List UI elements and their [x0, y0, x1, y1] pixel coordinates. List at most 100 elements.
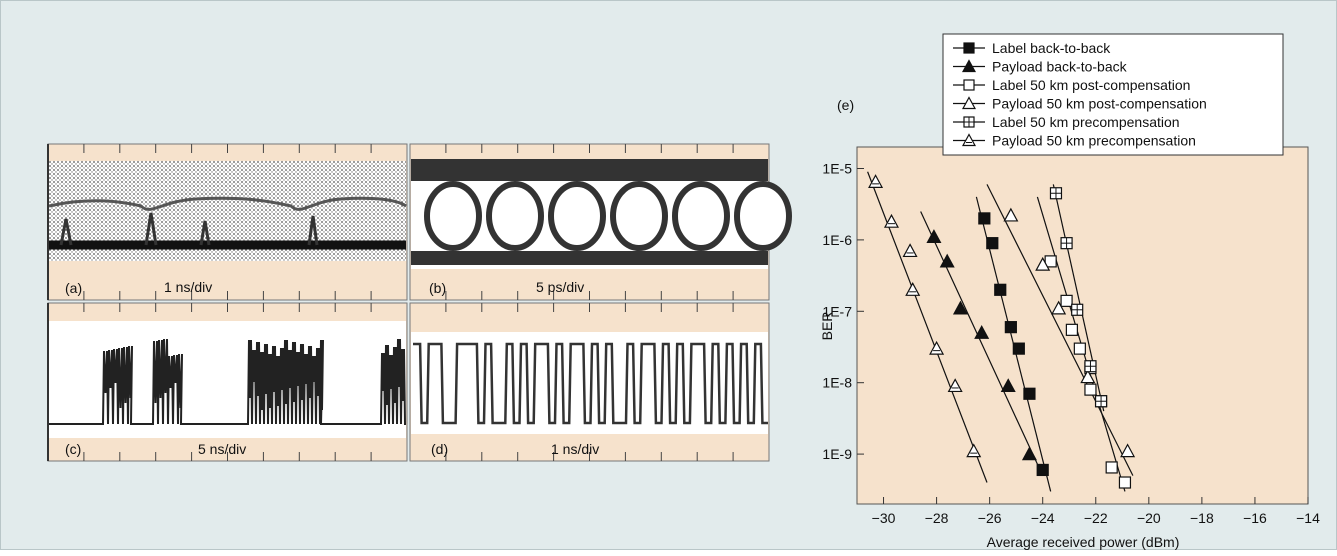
data-point	[939, 253, 955, 268]
x-tick-label: −28	[925, 510, 949, 526]
panel-c-waveform: (c) 5 ns/div	[47, 302, 408, 462]
data-point	[1080, 369, 1096, 384]
data-point	[1118, 476, 1132, 489]
data-point	[1021, 446, 1037, 461]
panel-e-ber-chart: (e) −30 −28 −26 −24 −22 −20 −18 −16 −14 1E-5 1E-6 1…	[819, 33, 1320, 550]
panel-a-eye-diagram: (a) 1 ns/div	[47, 143, 408, 301]
legend: Label back-to-back Payload back-to-back La…	[942, 33, 1284, 156]
panel-a-upper-trace	[48, 196, 407, 211]
panel-d-waveform: (d) 1 ns/div	[409, 302, 770, 462]
panel-c-letter: (c)	[65, 441, 81, 457]
legend-box	[942, 33, 1284, 156]
legend-entry: Label 50 km precompensation	[953, 114, 1180, 130]
x-tick-label: −24	[1031, 510, 1055, 526]
data-point	[1073, 342, 1086, 355]
x-tick-label: −18	[1190, 510, 1214, 526]
data-point	[1004, 321, 1017, 334]
y-tick-label: 1E-6	[822, 232, 852, 248]
data-point	[1094, 395, 1108, 408]
data-point	[1060, 237, 1073, 250]
panel-b-eye-openings	[424, 181, 792, 251]
legend-label: Label back-to-back	[992, 40, 1111, 56]
legend-entry: Payload back-to-back	[953, 59, 1128, 75]
legend-marker	[961, 96, 977, 110]
data-point	[902, 243, 918, 258]
legend-label: Payload 50 km precompensation	[992, 133, 1196, 149]
legend-label: Payload back-to-back	[992, 59, 1128, 75]
data-point	[1065, 323, 1078, 336]
x-tick-label: −20	[1137, 510, 1161, 526]
panel-b-eye-diagram: (b) 5 ps/div	[409, 143, 792, 301]
panel-a-graticule	[83, 144, 372, 300]
axes: −30 −28 −26 −24 −22 −20 −18 −16 −14 1E-5 1E-6 1E-7 1…	[822, 160, 1320, 526]
legend-entry: Payload 50 km post-compensation	[953, 96, 1207, 112]
legend-entry: Payload 50 km precompensation	[953, 133, 1196, 149]
data-point	[1120, 443, 1136, 458]
data-point	[1003, 207, 1019, 222]
legend-marker	[961, 133, 977, 147]
x-tick-label: −22	[1084, 510, 1108, 526]
data-point	[905, 282, 921, 296]
panel-a-letter: (a)	[65, 280, 82, 296]
data-point	[994, 283, 1007, 296]
data-point	[1012, 342, 1025, 355]
data-point	[986, 237, 999, 250]
data-point	[974, 325, 990, 339]
data-point	[1044, 255, 1057, 268]
legend-marker	[963, 42, 975, 54]
panel-b-top-rail	[411, 159, 768, 181]
data-point	[966, 443, 982, 458]
legend-label: Payload 50 km post-compensation	[992, 96, 1207, 112]
data-point	[978, 212, 991, 225]
data-point	[868, 174, 884, 188]
panel-c-scale: 5 ns/div	[198, 441, 246, 457]
panel-b-bottom-rail	[411, 251, 768, 265]
data-markers	[868, 174, 1136, 489]
x-tick-label: −14	[1296, 510, 1320, 526]
legend-marker	[961, 59, 977, 73]
panel-b-scale: 5 ps/div	[536, 279, 584, 295]
data-point	[1105, 461, 1118, 474]
data-point	[1023, 387, 1036, 400]
x-tick-label: −16	[1243, 510, 1267, 526]
data-point	[1084, 383, 1097, 396]
x-tick-label: −26	[978, 510, 1002, 526]
fit-line	[986, 184, 1134, 476]
legend-marker	[963, 116, 975, 128]
data-point	[952, 300, 968, 315]
data-point	[1036, 463, 1049, 477]
panel-b-letter: (b)	[429, 280, 446, 296]
data-point	[929, 340, 945, 355]
y-tick-label: 1E-5	[822, 160, 852, 176]
data-point	[1049, 187, 1063, 200]
data-point	[1051, 300, 1067, 315]
plot-area	[856, 146, 1309, 505]
legend-label: Label 50 km precompensation	[992, 114, 1180, 130]
legend-entry: Label 50 km post-compensation	[953, 77, 1190, 93]
panel-c-trace	[49, 338, 406, 425]
panel-d-scale: 1 ns/div	[551, 441, 599, 457]
panel-d-letter: (d)	[431, 441, 448, 457]
x-tick-label: −30	[872, 510, 896, 526]
y-tick-label: 1E-9	[822, 446, 852, 462]
legend-label: Label 50 km post-compensation	[992, 77, 1190, 93]
legend-entry: Label back-to-back	[953, 40, 1111, 56]
fit-line	[920, 211, 1041, 471]
y-tick-label: 1E-8	[822, 375, 852, 391]
panel-b-graticule	[445, 144, 734, 300]
y-axis-label: BER	[819, 312, 835, 341]
panel-c-graticule	[83, 303, 372, 461]
data-point	[1060, 294, 1073, 307]
panel-d-graticule	[445, 303, 734, 461]
panel-a-scale: 1 ns/div	[164, 279, 212, 295]
data-point	[1000, 378, 1016, 393]
panel-d-trace	[413, 342, 768, 425]
x-axis-label: Average received power (dBm)	[987, 534, 1180, 550]
data-point	[1035, 256, 1051, 271]
data-point	[947, 378, 963, 393]
y-tick-label: 1E-7	[822, 303, 852, 319]
data-point	[883, 213, 899, 228]
legend-marker	[963, 79, 975, 91]
